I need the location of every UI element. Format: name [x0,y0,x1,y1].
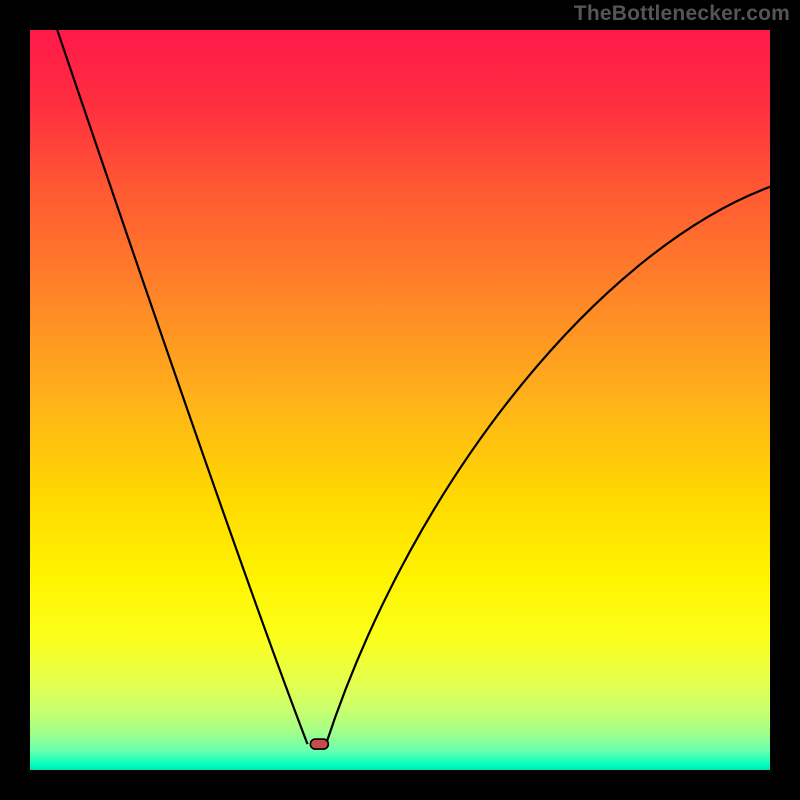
bottleneck-chart [0,0,800,800]
watermark-text: TheBottlenecker.com [574,2,790,26]
chart-container: TheBottlenecker.com [0,0,800,800]
plot-background-gradient [30,30,770,770]
minimum-marker [310,739,328,749]
